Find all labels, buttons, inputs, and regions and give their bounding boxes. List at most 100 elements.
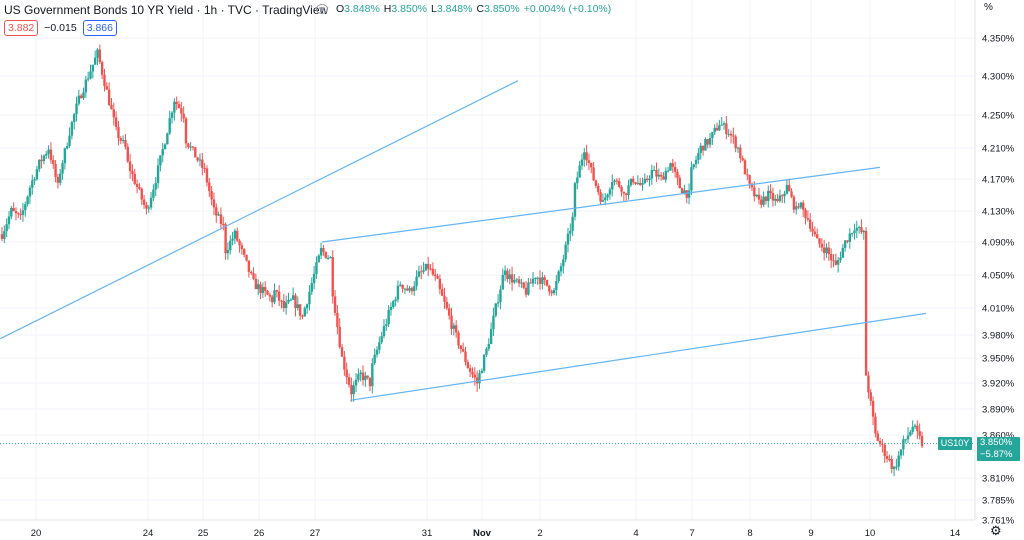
candle-body: [305, 304, 309, 309]
candle-body: [694, 159, 698, 165]
candle-body: [82, 92, 85, 99]
candle-body: [874, 416, 877, 434]
candle-body: [725, 123, 728, 135]
candle-body: [294, 295, 297, 309]
candle-body: [809, 219, 812, 229]
candle-body: [38, 159, 41, 170]
candle-body: [571, 216, 574, 231]
ask-box[interactable]: 3.866: [82, 20, 117, 36]
candle-body: [263, 286, 267, 291]
candle-body: [578, 165, 581, 178]
candle-body: [415, 276, 418, 287]
candle-body: [289, 299, 293, 301]
trend-line: [0, 80, 519, 340]
candle-body: [217, 214, 220, 216]
candle-body: [215, 207, 218, 216]
bid-box[interactable]: 3.882: [4, 20, 39, 36]
candle-body: [396, 285, 400, 300]
candle-body: [380, 336, 383, 343]
candle-body: [45, 153, 48, 156]
candle-body: [802, 202, 805, 210]
candle-body: [811, 228, 814, 232]
candle-body: [224, 224, 227, 254]
candle-body: [152, 189, 155, 198]
candle-body: [727, 133, 730, 135]
candle-body: [375, 349, 379, 355]
candle-body: [93, 57, 97, 65]
candle-body: [748, 175, 751, 184]
candle-body: [508, 274, 511, 280]
candle-body: [855, 228, 858, 231]
ohlc-legend: O 3.848% H 3.850% L 3.848% C 3.850% +0.004% …: [316, 3, 611, 15]
candle-body: [741, 158, 744, 161]
candle-body: [154, 183, 157, 190]
candle-body: [79, 95, 83, 99]
y-tick-label: 3.950%: [982, 354, 1015, 365]
candle-body: [904, 439, 907, 441]
candle-body: [482, 354, 486, 371]
candle-body: [468, 368, 472, 372]
candle-body: [56, 176, 60, 183]
candle-body: [692, 164, 695, 168]
candle-body: [180, 108, 183, 114]
candle-body: [555, 281, 558, 290]
candle-body: [33, 179, 36, 181]
candle-body: [867, 375, 870, 393]
candle-body: [91, 64, 95, 72]
candle-body: [524, 287, 528, 295]
candle-body: [389, 307, 393, 311]
candle-body: [203, 167, 206, 169]
candle-body: [173, 101, 176, 113]
candle-body: [552, 289, 556, 294]
candle-body: [836, 260, 840, 265]
candle-body: [631, 178, 635, 183]
candle-body: [857, 227, 861, 229]
last-price-tag: 3.850% −5.87%: [977, 437, 1020, 461]
candle-body: [487, 344, 490, 349]
x-tick-label: 26: [254, 528, 265, 539]
candle-body: [757, 194, 761, 200]
candle-body: [382, 326, 386, 337]
candle-body: [77, 95, 81, 104]
candle-body: [548, 285, 551, 292]
candle-body: [645, 178, 649, 181]
candle-body: [245, 254, 248, 261]
candle-body: [618, 181, 621, 187]
candle-body: [636, 182, 640, 184]
y-tick-label: 4.210%: [982, 144, 1015, 155]
candle-body: [282, 300, 286, 308]
candle-body: [622, 191, 626, 194]
candle-body: [238, 240, 241, 246]
candle-body: [35, 169, 39, 180]
x-tick-label: 8: [747, 528, 752, 539]
candle-body: [117, 127, 120, 139]
candle-body: [10, 207, 13, 217]
x-tick-label: 20: [31, 528, 42, 539]
gear-icon[interactable]: ⚙: [990, 523, 1002, 538]
candle-body: [105, 86, 109, 90]
candle-body: [233, 230, 237, 239]
candle-body: [63, 148, 67, 164]
candle-body: [729, 133, 733, 136]
trendlines: [0, 80, 927, 401]
eye-icon[interactable]: [316, 4, 328, 14]
candle-body: [336, 312, 339, 328]
candle-body: [368, 377, 372, 387]
candle-body: [119, 138, 122, 141]
candle-body: [890, 458, 893, 469]
candle-body: [734, 136, 737, 149]
candle-body: [599, 192, 602, 202]
candle-body: [361, 372, 365, 381]
candle-body: [899, 449, 903, 456]
candle-body: [767, 190, 770, 201]
candle-body: [550, 291, 553, 294]
candle-body: [853, 230, 856, 234]
open-label: O: [336, 3, 345, 15]
candle-body: [885, 456, 889, 459]
candle-body: [627, 185, 630, 195]
candle-body: [268, 294, 272, 297]
candle-body: [170, 112, 174, 119]
last-price-value: 3.850%: [980, 437, 1013, 448]
candle-body: [121, 140, 125, 142]
